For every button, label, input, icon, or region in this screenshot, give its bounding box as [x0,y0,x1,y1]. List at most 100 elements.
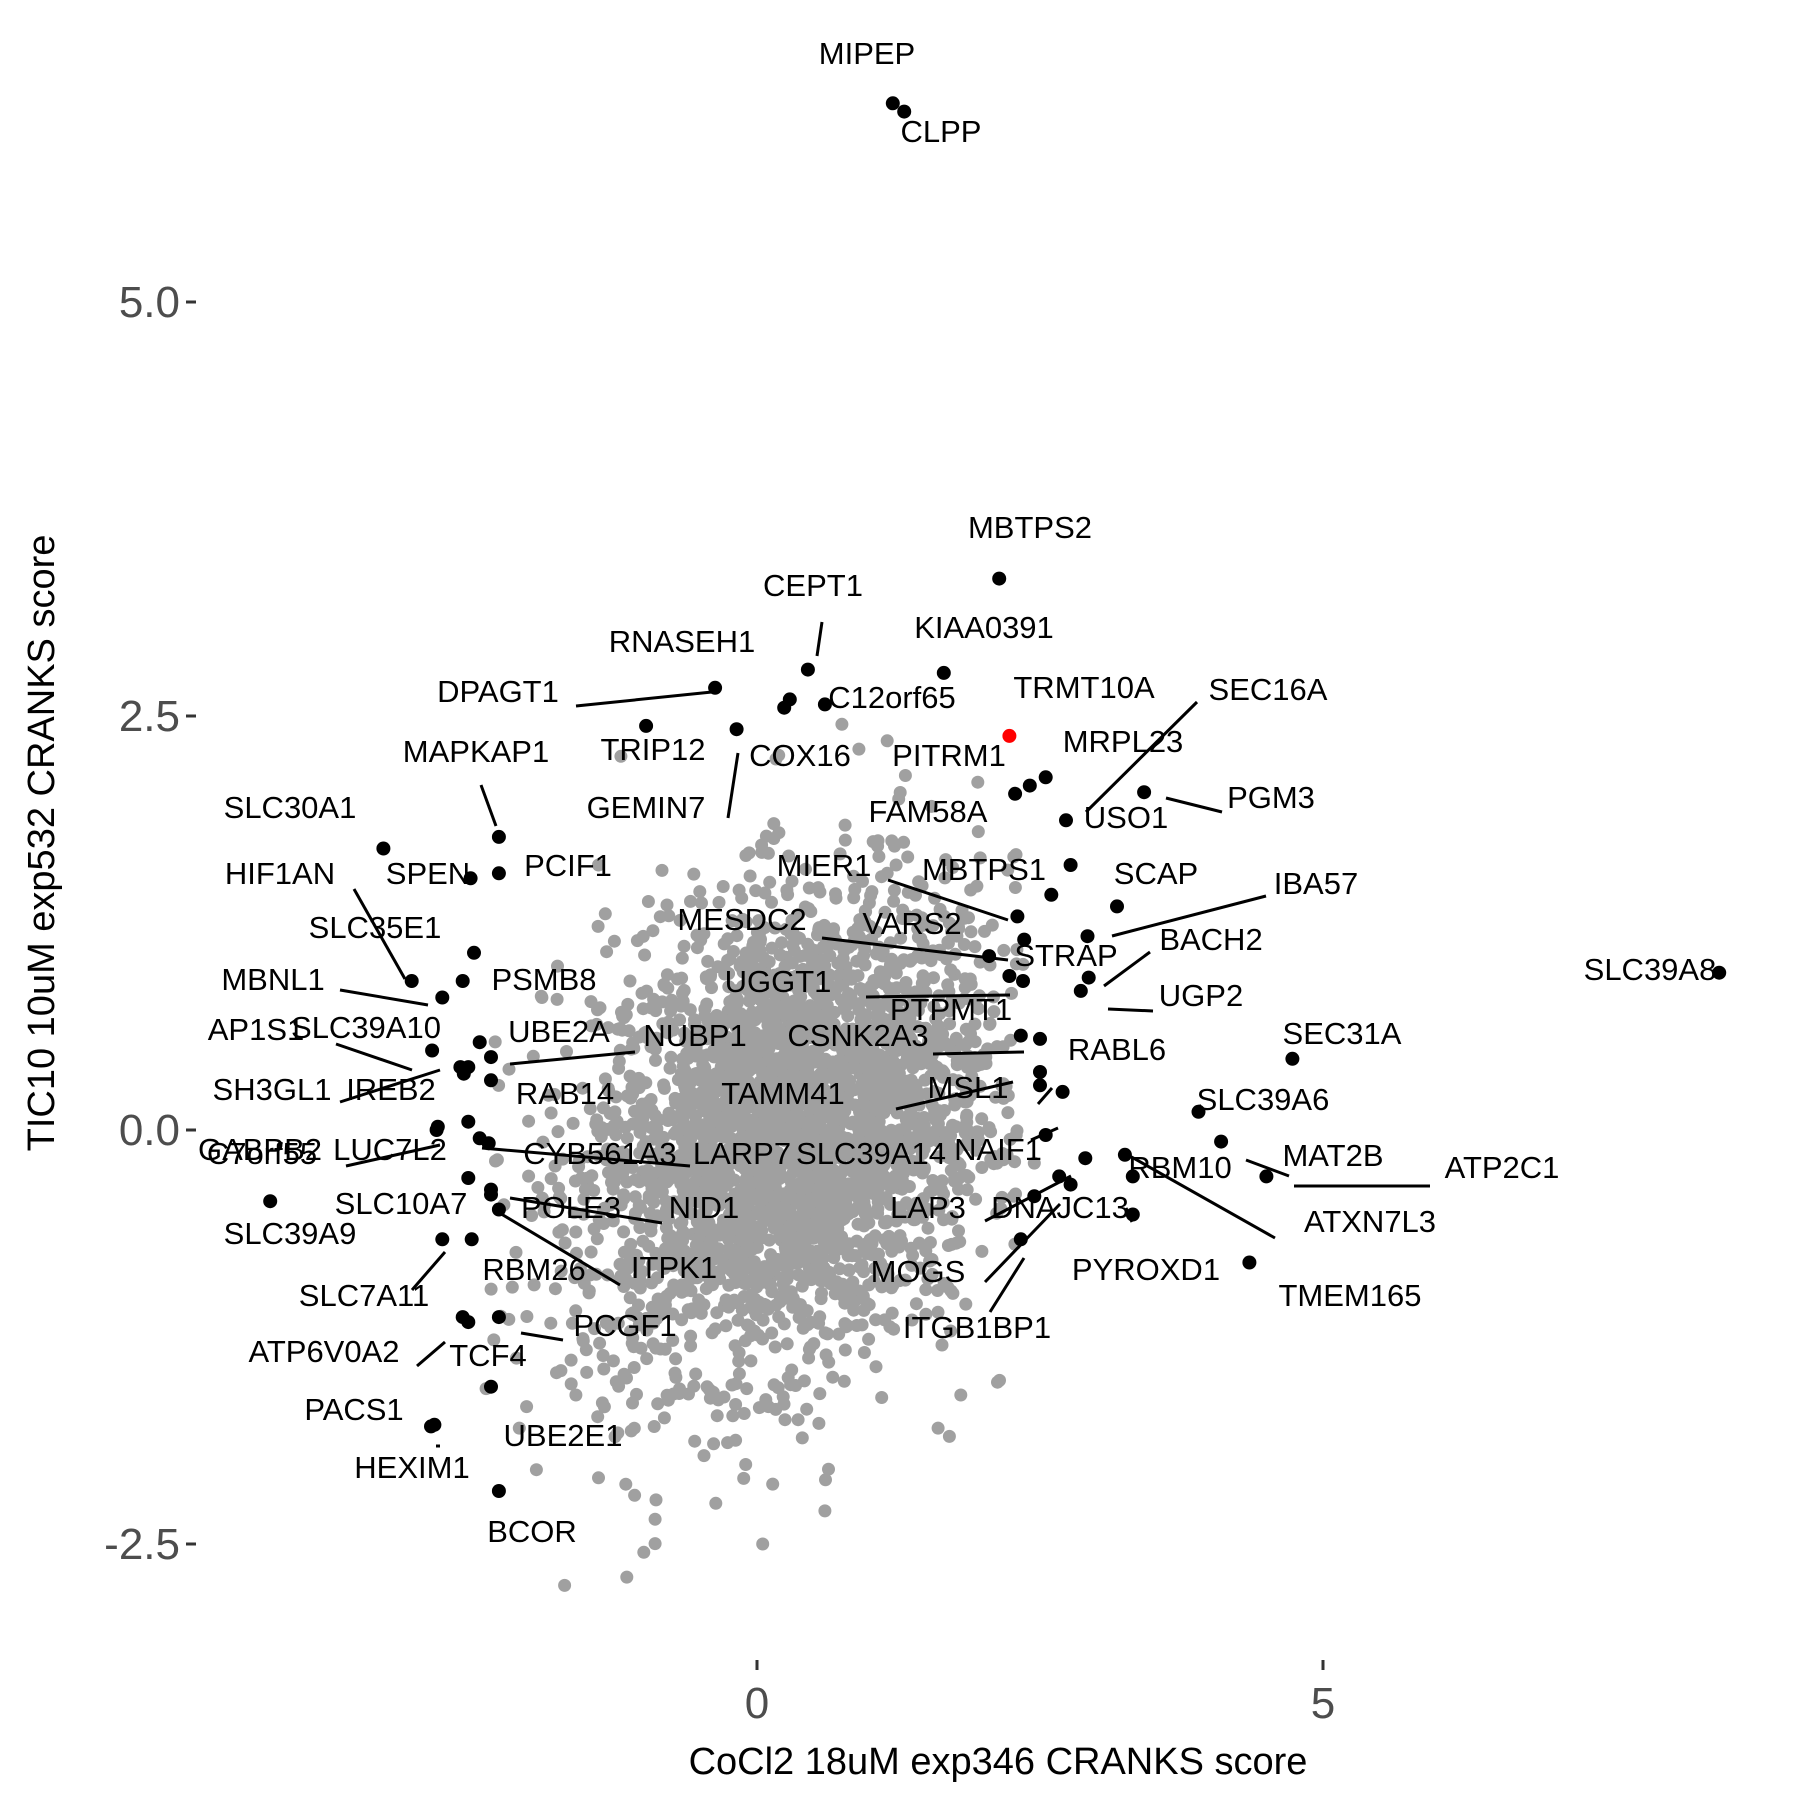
background-point [624,1424,638,1438]
point-label-itgb1bp1: ITGB1BP1 [903,1310,1051,1345]
background-point [926,1174,940,1187]
background-point [897,835,911,849]
background-point [640,1352,654,1366]
background-point [700,1076,714,1090]
background-point [830,1275,843,1289]
background-point [919,1283,933,1297]
background-point [804,1246,818,1260]
background-point [675,951,689,965]
background-point [739,1458,753,1471]
point-label-larp7: LARP7 [693,1136,791,1171]
point-label-pole3: POLE3 [521,1190,621,1225]
point-nid1 [484,1182,498,1197]
background-point [531,1181,545,1194]
background-point [983,1017,997,1031]
background-point [587,1184,601,1197]
background-point [878,1170,892,1184]
background-point [738,1334,752,1348]
background-point [488,1035,502,1049]
background-point [970,879,984,893]
background-point [744,1354,758,1368]
background-point [711,1393,725,1407]
background-point [1003,1132,1017,1146]
leader-line-hif1an [352,888,407,980]
background-point [785,1363,799,1377]
background-point [883,1197,897,1211]
background-point [716,880,730,893]
background-point [484,1282,498,1296]
background-point [613,1022,627,1035]
background-point [626,1396,639,1410]
background-point [918,1043,931,1056]
point-label-ube2e1: UBE2E1 [504,1418,623,1453]
background-point [899,1196,913,1210]
point-atxn7l3 [1125,1169,1140,1184]
background-point [502,1062,516,1076]
background-point [993,1373,1006,1387]
background-point [536,1135,550,1149]
background-point [689,1109,703,1123]
point-label-mier1: MIER1 [777,848,872,883]
background-point [713,1098,726,1112]
background-point [733,1159,747,1173]
y-tick-label: 0.0 [119,1106,180,1155]
point-ireb2 [456,1066,471,1081]
point-label-trip12: TRIP12 [600,732,705,767]
background-point [785,1158,799,1171]
background-point [802,881,816,895]
point-pitrm1 [1038,770,1053,785]
background-point [522,1114,536,1128]
point-label-mbtps2: MBTPS2 [968,510,1092,545]
background-point [797,964,811,978]
background-point [690,1271,704,1285]
leader-line-dpagt1 [575,690,713,708]
background-point [558,1578,572,1592]
background-point [554,1264,568,1278]
background-point [924,954,938,968]
background-point [766,1191,780,1205]
background-point [601,1142,615,1156]
background-point [770,1020,784,1034]
point-label-dpagt1: DPAGT1 [437,674,559,709]
background-point [731,1313,745,1327]
leader-line-tamm41 [895,1080,1014,1111]
background-point [905,1313,919,1327]
background-point [661,1393,675,1407]
background-point [835,717,849,731]
background-point [661,1026,675,1040]
background-point [568,1271,582,1285]
background-point [826,1097,840,1110]
background-point [909,888,922,902]
background-point [774,1225,788,1238]
background-point [921,1221,935,1235]
background-point [694,1024,708,1038]
background-point [566,1116,580,1130]
background-point [745,1052,759,1066]
background-point [851,1217,865,1231]
point-label-ugp2: UGP2 [1159,978,1243,1013]
background-point [606,1182,620,1196]
background-point [785,874,799,888]
background-point [906,1248,920,1262]
background-point [917,1202,931,1216]
background-point [636,929,650,943]
point-label-sh3gl1: SH3GL1 [213,1072,332,1107]
background-point [881,1079,895,1093]
point-label-naif1: NAIF1 [954,1132,1042,1167]
point-label-pcgf1: PCGF1 [573,1308,676,1343]
point-label-gabpb2: GABPB2 [198,1132,322,1167]
y-tick-label: 5.0 [119,278,180,327]
leader-line-ap1s1 [335,1042,413,1072]
background-point [583,1268,597,1282]
point-mesdc2 [982,949,997,964]
background-point [722,1278,736,1292]
background-point [968,940,982,954]
point-label-sec31a: SEC31A [1283,1016,1402,1051]
background-point [712,895,726,909]
background-point [671,972,684,986]
background-point [950,1143,964,1157]
point-label-atxn7l3: ATXN7L3 [1304,1204,1436,1239]
background-point [886,1059,900,1073]
background-point [842,1263,856,1277]
